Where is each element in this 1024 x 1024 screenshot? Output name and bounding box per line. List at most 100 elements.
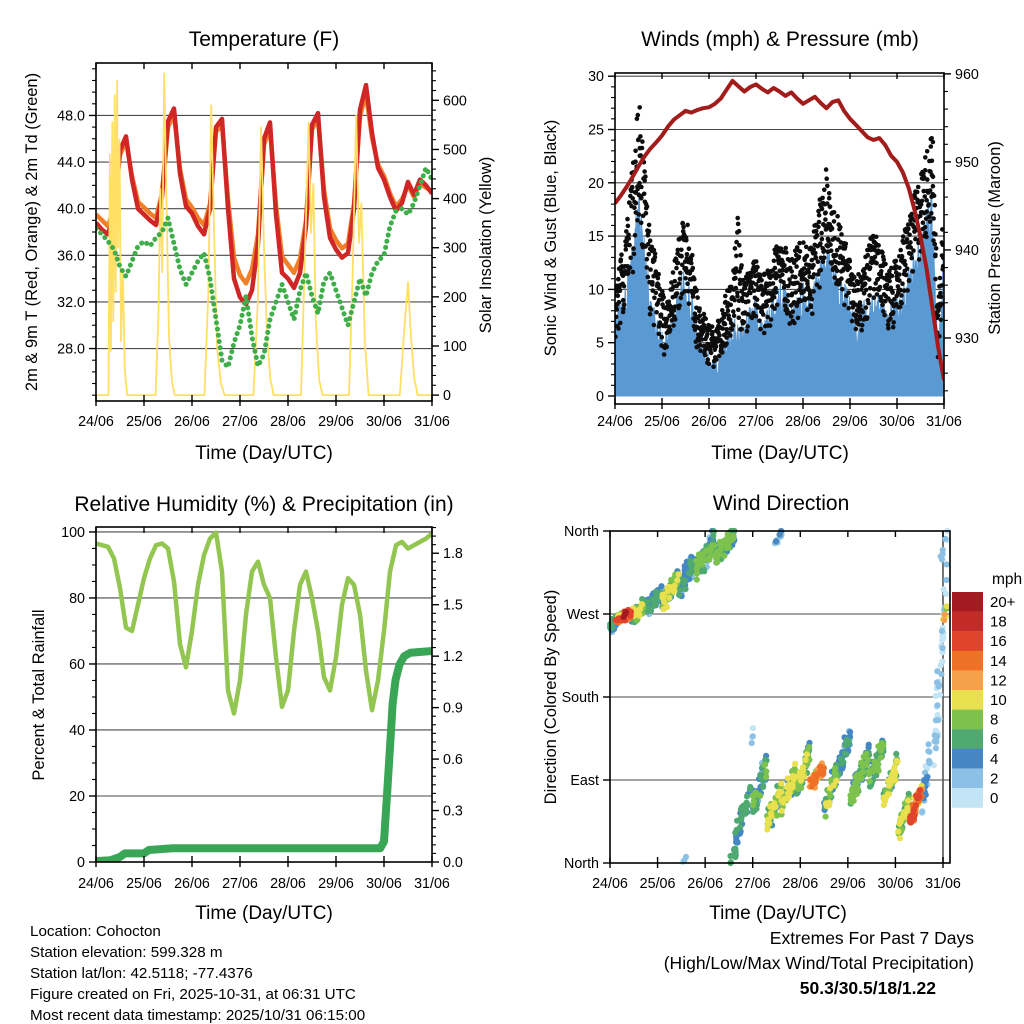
svg-text:44.0: 44.0 <box>57 155 85 171</box>
svg-text:0.9: 0.9 <box>443 701 463 717</box>
svg-text:28/06: 28/06 <box>270 876 306 892</box>
svg-text:100: 100 <box>61 525 85 541</box>
speed-legend-colorbar: 20+ 18 16 14 12 10 8 6 4 2 0 <box>952 592 1016 808</box>
svg-text:South: South <box>562 690 599 706</box>
svg-text:31/06: 31/06 <box>414 876 450 892</box>
svg-text:930: 930 <box>955 331 979 347</box>
svg-text:North: North <box>564 524 599 540</box>
humidity-left-axis-label: Percent & Total Rainfall <box>30 609 48 780</box>
svg-text:0.3: 0.3 <box>443 804 463 820</box>
svg-text:30/06: 30/06 <box>878 876 914 892</box>
svg-text:30/06: 30/06 <box>366 876 402 892</box>
footer-left: Location: Cohocton Station elevation: 59… <box>30 923 365 1024</box>
temperature-plot: 24/06 25/06 26/06 27/06 28/06 29/06 30/06 31/06… <box>57 62 467 430</box>
svg-text:4: 4 <box>990 751 998 768</box>
svg-text:24/06: 24/06 <box>597 414 633 430</box>
svg-text:300: 300 <box>443 241 467 257</box>
svg-text:26/06: 26/06 <box>691 414 727 430</box>
temperature-x-axis-label: Time (Day/UTC) <box>195 443 333 464</box>
svg-text:26/06: 26/06 <box>687 876 723 892</box>
svg-text:10: 10 <box>990 692 1007 709</box>
svg-text:48.0: 48.0 <box>57 108 85 124</box>
station-location: Location: Cohocton <box>30 923 161 940</box>
svg-text:20: 20 <box>69 789 85 805</box>
svg-text:31/06: 31/06 <box>926 414 962 430</box>
svg-text:26/06: 26/06 <box>174 876 210 892</box>
svg-text:25/06: 25/06 <box>126 876 162 892</box>
wind-gust-dots <box>615 105 944 370</box>
winds-pressure-plot: 24/06 25/06 26/06 27/06 28/06 29/06 30/06 31/06… <box>588 67 979 430</box>
wind-direction-plot: 24/06 25/06 26/06 27/06 28/06 29/06 30/06 31/06… <box>562 524 961 892</box>
extremes-title: Extremes For Past 7 Days <box>770 928 974 948</box>
svg-text:14: 14 <box>990 653 1007 670</box>
temperature-left-axis-label: 2m & 9m T (Red, Orange) & 2m Td (Green) <box>23 73 41 391</box>
svg-text:0.6: 0.6 <box>443 752 463 768</box>
solar-insolation-yellow <box>96 72 432 396</box>
humidity-precip-title: Relative Humidity (%) & Precipitation (i… <box>74 493 453 516</box>
wind-direction-dots <box>607 527 951 867</box>
svg-text:27/06: 27/06 <box>738 414 774 430</box>
winds-x-axis-label: Time (Day/UTC) <box>711 443 849 464</box>
svg-text:950: 950 <box>955 155 979 171</box>
svg-text:100: 100 <box>443 339 467 355</box>
wind-left-axis-label: Sonic Wind & Gust (Blue, Black) <box>542 120 560 357</box>
svg-text:North: North <box>564 856 599 872</box>
svg-text:25: 25 <box>588 122 604 138</box>
svg-text:36.0: 36.0 <box>57 248 85 264</box>
svg-text:24/06: 24/06 <box>78 876 114 892</box>
t-2m-red <box>96 82 432 307</box>
svg-text:31/06: 31/06 <box>925 876 961 892</box>
svg-text:28/06: 28/06 <box>270 414 306 430</box>
svg-text:500: 500 <box>443 142 467 158</box>
panel-winds-pressure: Winds (mph) & Pressure (mb) Sonic Wind &… <box>542 28 1004 464</box>
svg-text:18: 18 <box>990 614 1007 631</box>
svg-text:200: 200 <box>443 290 467 306</box>
svg-text:27/06: 27/06 <box>735 876 771 892</box>
speed-legend: mph 20+ 18 16 14 12 10 8 6 4 2 0 <box>952 571 1022 808</box>
total-rainfall-darkgreen <box>96 647 432 862</box>
svg-text:28.0: 28.0 <box>57 342 85 358</box>
svg-text:24/06: 24/06 <box>592 876 628 892</box>
svg-text:29/06: 29/06 <box>830 876 866 892</box>
solar-right-axis-label: Solar Insolation (Yellow) <box>477 157 495 333</box>
svg-text:East: East <box>570 773 599 789</box>
station-latlon: Station lat/lon: 42.5118; -77.4376 <box>30 965 253 982</box>
direction-x-axis-label: Time (Day/UTC) <box>709 903 847 924</box>
svg-text:29/06: 29/06 <box>832 414 868 430</box>
humidity-x-axis-label: Time (Day/UTC) <box>195 903 333 924</box>
svg-text:0: 0 <box>596 389 604 405</box>
station-elevation: Station elevation: 599.328 m <box>30 944 223 961</box>
most-recent-data-timestamp: Most recent data timestamp: 2025/10/31 0… <box>30 1007 365 1024</box>
svg-text:16: 16 <box>990 633 1007 650</box>
extremes-subtitle: (High/Low/Max Wind/Total Precipitation) <box>664 953 974 973</box>
humidity-precip-plot: 24/06 25/06 26/06 27/06 28/06 29/06 30/06 31/06… <box>61 525 463 892</box>
panel-temperature: Temperature (F) 2m & 9m T (Red, Orange) … <box>23 28 495 464</box>
station-pressure-line <box>615 78 944 381</box>
svg-text:0: 0 <box>990 790 998 807</box>
direction-left-axis-label: Direction (Colored By Speed) <box>542 590 560 805</box>
svg-text:28/06: 28/06 <box>785 414 821 430</box>
svg-text:0: 0 <box>443 388 451 404</box>
svg-text:0: 0 <box>77 855 85 871</box>
wind-direction-title: Wind Direction <box>713 492 850 515</box>
svg-text:32.0: 32.0 <box>57 295 85 311</box>
svg-text:30/06: 30/06 <box>879 414 915 430</box>
svg-text:28/06: 28/06 <box>782 876 818 892</box>
temperature-title: Temperature (F) <box>189 28 340 51</box>
svg-text:27/06: 27/06 <box>222 876 258 892</box>
svg-text:12: 12 <box>990 672 1007 689</box>
svg-text:26/06: 26/06 <box>174 414 210 430</box>
svg-text:940: 940 <box>955 243 979 259</box>
svg-text:40: 40 <box>69 723 85 739</box>
svg-text:600: 600 <box>443 93 467 109</box>
winds-pressure-title: Winds (mph) & Pressure (mb) <box>641 28 919 51</box>
svg-text:2: 2 <box>990 770 998 787</box>
svg-text:10: 10 <box>588 282 604 298</box>
extremes-values: 50.3/30.5/18/1.22 <box>800 978 936 998</box>
pressure-right-axis-label: Station Pressure (Maroon) <box>986 141 1004 335</box>
svg-text:80: 80 <box>69 591 85 607</box>
svg-text:25/06: 25/06 <box>126 414 162 430</box>
panel-humidity-precip: Relative Humidity (%) & Precipitation (i… <box>30 493 463 924</box>
